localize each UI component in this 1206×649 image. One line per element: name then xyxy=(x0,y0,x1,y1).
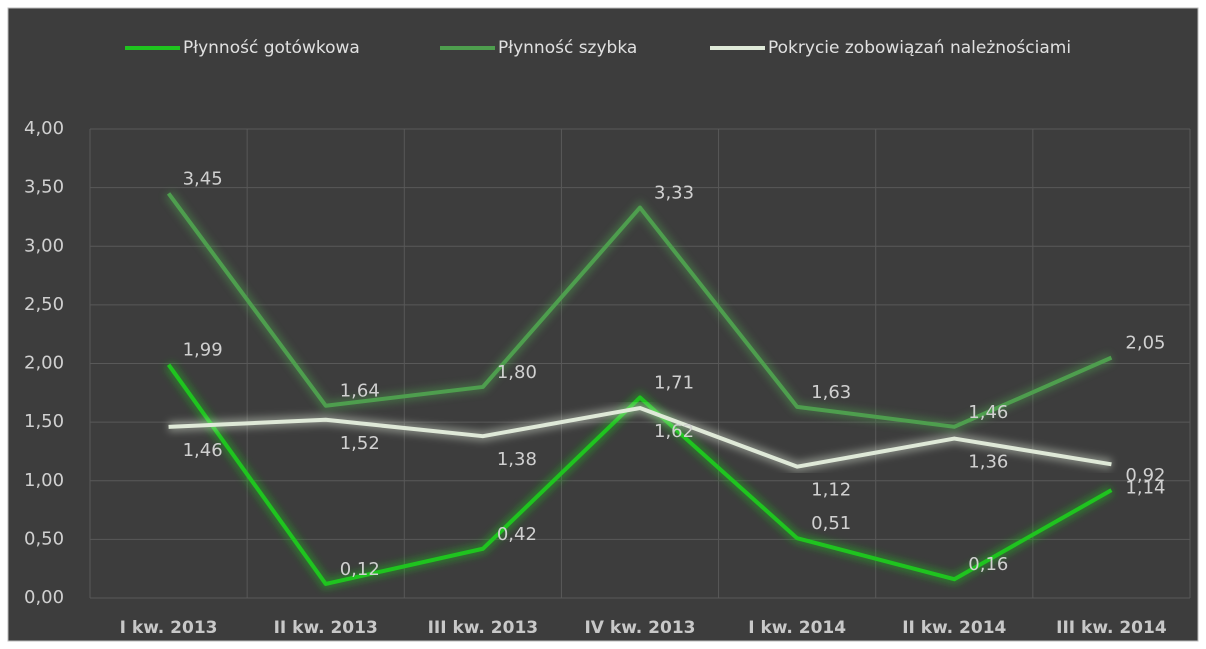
y-tick-label: 0,00 xyxy=(24,587,64,608)
x-tick-label: IV kw. 2013 xyxy=(584,618,695,638)
legend-label: Pokrycie zobowiązań należnościami xyxy=(768,38,1071,58)
data-label: 1,46 xyxy=(183,440,223,461)
data-label: 1,14 xyxy=(1125,477,1165,498)
data-label: 1,99 xyxy=(183,340,223,361)
y-tick-label: 4,00 xyxy=(24,118,64,139)
data-label: 1,80 xyxy=(497,362,537,383)
data-label: 1,63 xyxy=(811,382,851,403)
data-label: 1,62 xyxy=(654,421,694,442)
x-tick-label: II kw. 2013 xyxy=(274,618,378,638)
x-tick-label: I kw. 2014 xyxy=(748,618,846,638)
y-tick-label: 3,50 xyxy=(24,177,64,198)
y-tick-label: 2,00 xyxy=(24,353,64,374)
data-label: 1,12 xyxy=(811,480,851,501)
data-label: 2,05 xyxy=(1125,333,1165,354)
data-label: 1,36 xyxy=(968,452,1008,473)
data-label: 0,12 xyxy=(340,559,380,580)
data-label: 0,16 xyxy=(968,554,1008,575)
y-tick-label: 2,50 xyxy=(24,294,64,315)
x-tick-label: III kw. 2013 xyxy=(428,618,539,638)
series-line xyxy=(166,363,1113,586)
chart-background xyxy=(7,7,1199,642)
y-tick-label: 0,50 xyxy=(24,528,64,549)
data-label: 3,33 xyxy=(654,183,694,204)
series-line xyxy=(166,192,1113,429)
x-tick-label: III kw. 2014 xyxy=(1056,618,1167,638)
data-label: 0,51 xyxy=(811,513,851,534)
x-tick-label: II kw. 2014 xyxy=(902,618,1006,638)
series-line xyxy=(168,406,1112,469)
y-tick-label: 1,50 xyxy=(24,411,64,432)
data-label: 1,46 xyxy=(968,402,1008,423)
data-label: 1,64 xyxy=(340,381,380,402)
y-tick-label: 1,00 xyxy=(24,470,64,491)
data-label: 1,52 xyxy=(340,433,380,454)
data-label: 1,38 xyxy=(497,449,537,470)
legend-label: Płynność gotówkowa xyxy=(183,38,360,58)
legend-label: Płynność szybka xyxy=(498,38,637,58)
data-label: 0,42 xyxy=(497,524,537,545)
data-label: 3,45 xyxy=(183,168,223,189)
x-tick-label: I kw. 2013 xyxy=(120,618,218,638)
data-label: 0,92 xyxy=(1125,465,1165,486)
y-tick-label: 3,00 xyxy=(24,235,64,256)
data-label: 1,71 xyxy=(654,373,694,394)
